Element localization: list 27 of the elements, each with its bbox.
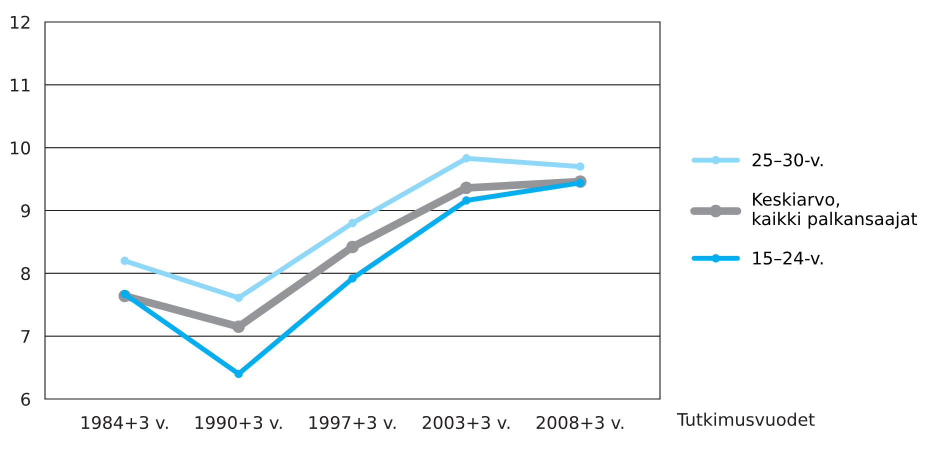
point bbox=[232, 320, 245, 333]
point bbox=[348, 218, 357, 228]
point bbox=[234, 294, 243, 302]
legend-label: 25–30-v. bbox=[752, 153, 823, 166]
x-tick-label: 1990+3 v. bbox=[196, 416, 282, 430]
x-tick-label: 1997+3 v. bbox=[310, 416, 396, 430]
y-tick-label: 7 bbox=[21, 330, 30, 343]
x-axis-title: Tutkimusvuodet bbox=[676, 412, 815, 426]
point bbox=[576, 162, 584, 171]
x-tick-label: 2008+3 v. bbox=[536, 416, 624, 430]
y-tick-label: 9 bbox=[21, 204, 30, 218]
y-tick-label: 12 bbox=[10, 16, 30, 29]
legend-label: Keskiarvo, kaikki palkansaajat bbox=[752, 192, 918, 229]
point bbox=[120, 256, 129, 265]
point bbox=[234, 370, 243, 378]
point bbox=[460, 182, 473, 194]
y-tick-label: 8 bbox=[21, 267, 30, 280]
point bbox=[462, 154, 471, 163]
legend-label: 15–24-v. bbox=[753, 251, 823, 265]
y-tick-label: 11 bbox=[10, 78, 30, 92]
y-tick-label: 10 bbox=[10, 141, 30, 155]
x-tick-label: 1984+3 v. bbox=[82, 416, 168, 430]
point bbox=[348, 274, 357, 283]
x-tick-label: 2003+3 v. bbox=[422, 416, 510, 430]
point bbox=[346, 240, 359, 254]
point bbox=[462, 196, 471, 205]
y-tick-label: 6 bbox=[21, 392, 30, 406]
